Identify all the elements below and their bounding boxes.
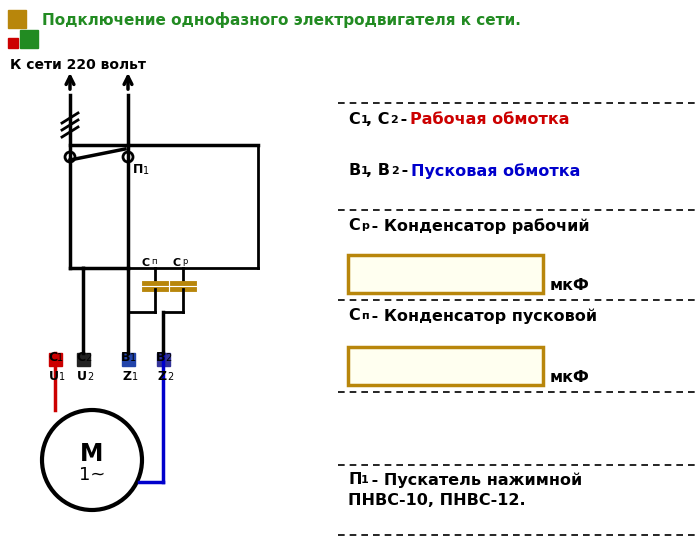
Text: М: М — [80, 442, 104, 466]
Text: 2: 2 — [85, 353, 91, 363]
Text: п: п — [151, 257, 157, 266]
Text: С: С — [141, 258, 149, 268]
Text: 2: 2 — [165, 353, 172, 363]
Text: С: С — [48, 351, 57, 364]
Text: р: р — [361, 221, 369, 231]
Bar — [77, 353, 90, 366]
Text: 1: 1 — [143, 166, 149, 176]
Text: U: U — [77, 370, 87, 383]
Text: мкФ: мкФ — [550, 278, 589, 293]
Text: U: U — [49, 370, 59, 383]
Text: - Конденсатор рабочий: - Конденсатор рабочий — [366, 218, 589, 234]
Text: 1: 1 — [361, 166, 369, 176]
Text: 1: 1 — [59, 372, 65, 382]
Text: ПНВС-10, ПНВС-12.: ПНВС-10, ПНВС-12. — [348, 493, 526, 508]
Text: В: В — [156, 351, 165, 364]
Text: 1: 1 — [361, 115, 369, 125]
Text: 2: 2 — [167, 372, 174, 382]
Text: Пусковая обмотка: Пусковая обмотка — [411, 163, 580, 179]
Text: , С: , С — [366, 112, 389, 127]
Text: 1: 1 — [57, 353, 63, 363]
Bar — [122, 353, 135, 366]
Text: -: - — [395, 112, 413, 127]
Text: 2: 2 — [391, 166, 399, 176]
Text: П: П — [133, 163, 144, 176]
Text: К сети 220 вольт: К сети 220 вольт — [10, 58, 146, 72]
Text: С: С — [172, 258, 180, 268]
Text: мкФ: мкФ — [550, 370, 589, 385]
Text: 1: 1 — [361, 475, 369, 485]
Text: С: С — [348, 308, 360, 323]
Text: В: В — [348, 163, 360, 178]
Bar — [20, 30, 38, 48]
Text: п: п — [361, 311, 369, 321]
Bar — [348, 255, 543, 293]
Text: Рабочая обмотка: Рабочая обмотка — [410, 112, 570, 127]
Text: - Пускатель нажимной: - Пускатель нажимной — [366, 472, 582, 487]
Text: , В: , В — [366, 163, 390, 178]
Bar — [348, 347, 543, 385]
Text: Подключение однофазного электродвигателя к сети.: Подключение однофазного электродвигателя… — [42, 12, 521, 28]
Text: С: С — [76, 351, 85, 364]
Text: -: - — [396, 163, 414, 178]
Text: - Конденсатор пусковой: - Конденсатор пусковой — [366, 308, 597, 324]
Text: 1: 1 — [132, 372, 138, 382]
Text: 1: 1 — [130, 353, 136, 363]
Text: Z: Z — [157, 370, 166, 383]
Text: 2: 2 — [390, 115, 398, 125]
Text: П: П — [348, 472, 361, 487]
Text: 2: 2 — [87, 372, 93, 382]
Text: Z: Z — [122, 370, 131, 383]
Text: С: С — [348, 112, 360, 127]
Bar — [157, 353, 170, 366]
Text: С: С — [348, 218, 360, 233]
Text: р: р — [182, 257, 188, 266]
Bar — [8, 10, 26, 28]
Bar — [8, 38, 18, 48]
Text: В: В — [121, 351, 130, 364]
Text: 1~: 1~ — [79, 466, 105, 484]
Bar — [49, 353, 62, 366]
